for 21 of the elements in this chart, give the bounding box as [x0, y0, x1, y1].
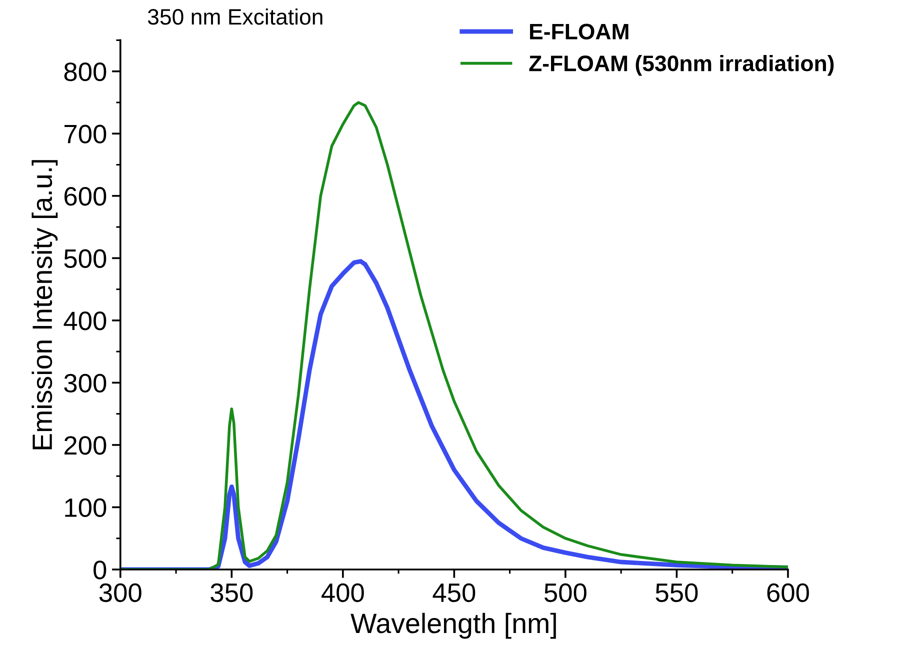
x-tick-label: 600	[767, 583, 809, 602]
y-tick-label: 300	[64, 374, 106, 393]
text: 350 nm Excitation	[148, 8, 322, 25]
legend-label: E-FLOAM	[530, 24, 628, 40]
y-tick-label: 400	[64, 312, 106, 330]
y-tick-label: 100	[65, 498, 106, 518]
x-tick-label: 300	[99, 583, 142, 602]
y-tick-label: 800	[64, 62, 106, 82]
y-axis-title: Emission Intensity [a.u.]	[32, 160, 58, 450]
y-tick-label: 0	[94, 560, 106, 580]
x-tick-label: 350	[210, 583, 253, 602]
x-tick-label: 500	[544, 583, 586, 602]
legend-label: Z-FLOAM (530nm irradiation)	[529, 54, 834, 76]
x-tick-label: 450	[432, 583, 476, 602]
y-tick-label: 600	[64, 187, 106, 206]
y-tick-label: 700	[64, 124, 106, 144]
x-tick-label: 400	[322, 583, 364, 602]
y-tick-label: 200	[64, 436, 106, 455]
y-tick-label: 500	[64, 249, 106, 268]
x-axis-title: Wavelength [nm]	[350, 612, 556, 639]
x-tick-label: 550	[656, 583, 698, 602]
